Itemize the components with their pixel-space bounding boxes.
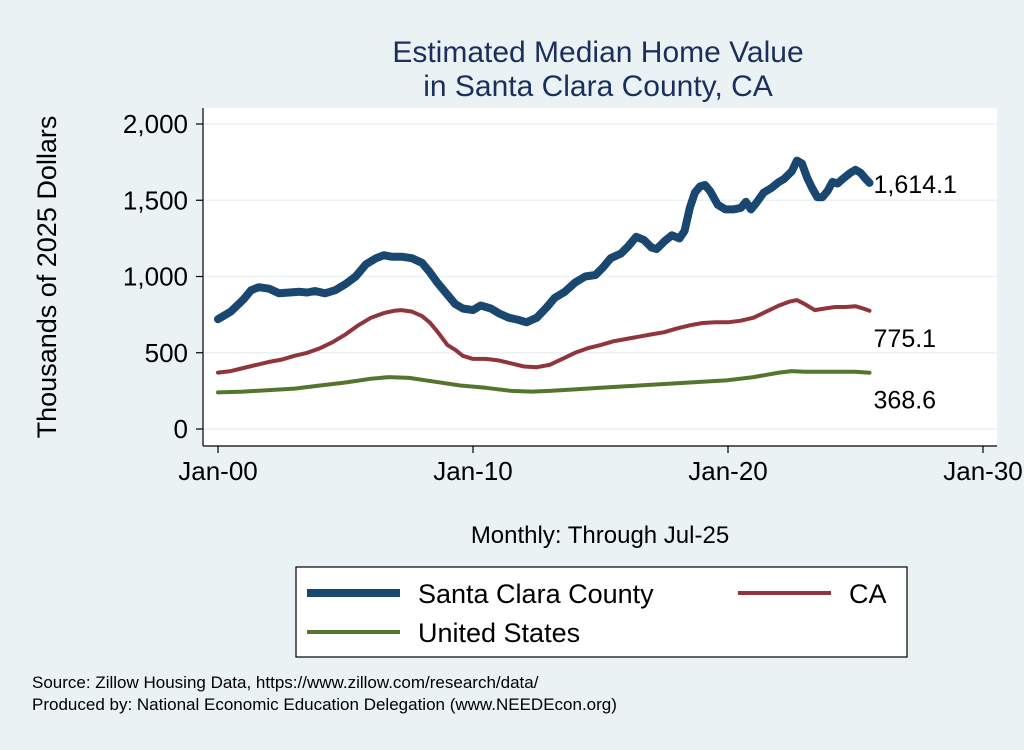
chart-title-line-1: Estimated Median Home Value [392, 36, 803, 69]
end-labels: 1,614.1 775.1 368.6 [874, 171, 957, 415]
x-axis-ticks: Jan-00 Jan-10 Jan-20 Jan-30 [178, 446, 1023, 486]
x-axis-title: Monthly: Through Jul-25 [471, 522, 729, 549]
series-layer [214, 156, 874, 395]
series-line-ca [216, 298, 872, 375]
series-line-santa-clara-county [214, 156, 874, 327]
y-axis-title: Thousands of 2025 Dollars [32, 116, 62, 439]
chart-title-line-2: in Santa Clara County, CA [423, 70, 773, 103]
series-line-united-states [216, 369, 872, 395]
end-label-united-states: 368.6 [874, 387, 937, 415]
legend-label-united-states: United States [418, 618, 580, 648]
legend-box [295, 566, 908, 658]
y-tick-label-0: 0 [174, 414, 188, 444]
legend-label-santa-clara: Santa Clara County [418, 579, 654, 609]
x-tick-label-2000: Jan-00 [178, 456, 258, 486]
y-tick-label-500: 500 [145, 338, 188, 368]
y-tick-label-1500: 1,500 [123, 185, 188, 215]
y-axis-ticks: 0 500 1,000 1,500 2,000 [123, 109, 203, 444]
x-tick-label-2020: Jan-20 [688, 456, 768, 486]
x-tick-label-2010: Jan-10 [433, 456, 513, 486]
legend-label-ca: CA [849, 579, 887, 609]
producer-note: Produced by: National Economic Education… [32, 695, 617, 714]
y-tick-label-2000: 2,000 [123, 109, 188, 139]
x-tick-label-2030: Jan-30 [943, 456, 1023, 486]
source-note: Source: Zillow Housing Data, https://www… [32, 673, 539, 692]
grid-lines [203, 123, 997, 430]
end-label-santa-clara-county: 1,614.1 [874, 171, 957, 199]
end-label-ca: 775.1 [874, 325, 937, 353]
y-tick-label-1000: 1,000 [123, 262, 188, 292]
